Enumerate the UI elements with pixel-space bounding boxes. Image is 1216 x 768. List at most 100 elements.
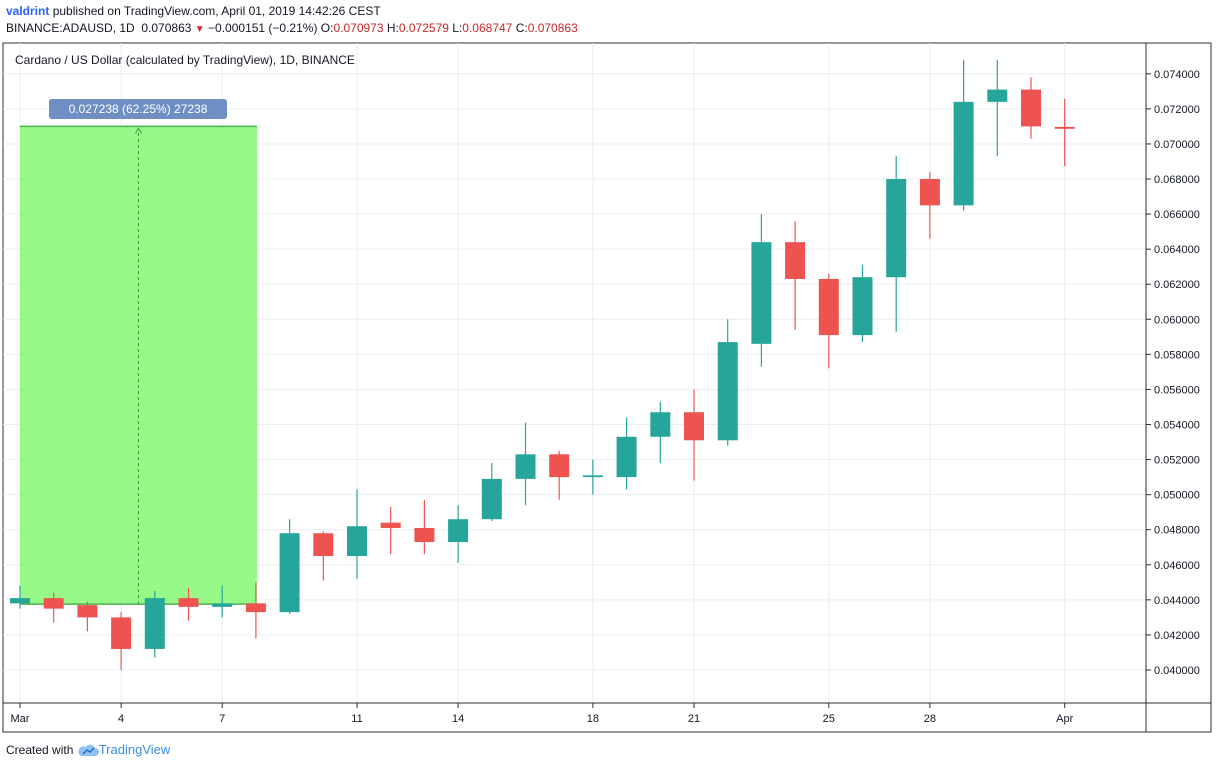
candles <box>10 59 1075 670</box>
candle-body <box>43 598 64 609</box>
footer: Created with TradingView <box>6 742 170 758</box>
tradingview-cloud-icon <box>78 744 99 756</box>
candle <box>717 319 738 446</box>
time-tick-label: 18 <box>587 713 599 725</box>
candle-body <box>886 179 907 278</box>
candle-body <box>987 89 1008 102</box>
close-label: C: <box>515 21 528 35</box>
candle-body <box>549 454 570 478</box>
price-tick-label: 0.066000 <box>1154 209 1200 221</box>
candle <box>886 156 907 332</box>
price-tick-label: 0.062000 <box>1154 279 1200 291</box>
time-axis[interactable]: Mar 4 7 11 14 18 21 25 28 Apr <box>11 703 1074 725</box>
author-link[interactable]: valdrint <box>6 4 50 18</box>
price-tick-label: 0.044000 <box>1154 595 1200 607</box>
price-tick-label: 0.040000 <box>1154 665 1200 677</box>
price-tick-label: 0.052000 <box>1154 455 1200 467</box>
last-price: 0.070863 <box>141 21 192 35</box>
candle <box>178 587 199 621</box>
price-tick-label: 0.060000 <box>1154 314 1200 326</box>
high-value: 0.072579 <box>398 21 449 35</box>
candle <box>111 612 132 670</box>
time-tick-label: 11 <box>351 713 362 725</box>
price-tick-label: 0.074000 <box>1154 69 1200 81</box>
candle <box>751 214 772 367</box>
candle <box>414 499 435 555</box>
time-tick-label: 7 <box>219 713 225 725</box>
tradingview-brand-link[interactable]: TradingView <box>98 742 171 757</box>
close-value: 0.070863 <box>527 21 578 35</box>
time-tick-label: 28 <box>924 713 936 725</box>
candle-body <box>77 605 98 618</box>
candle-body <box>481 478 502 520</box>
price-tick-label: 0.050000 <box>1154 490 1200 502</box>
time-tick-label: 25 <box>823 713 835 725</box>
publish-text: published on TradingView.com, April 01, … <box>52 4 381 18</box>
symbol-label: BINANCE:ADAUSD, 1D <box>6 21 135 35</box>
time-tick-label: Apr <box>1056 713 1073 725</box>
candle-body <box>1054 126 1075 129</box>
candle <box>953 59 974 211</box>
candle-body <box>448 519 469 542</box>
candle <box>212 585 233 618</box>
candle-body <box>751 242 772 344</box>
price-range-tool[interactable]: 0.027238 (62.25%) 27238 <box>20 99 257 605</box>
price-range-arrow-head <box>135 127 142 134</box>
price-change: −0.000151 (−0.21%) <box>208 21 318 35</box>
price-axis[interactable]: 0.040000 0.042000 0.044000 0.046000 0.048000… <box>1146 69 1200 677</box>
time-tick-label: 21 <box>688 713 700 725</box>
low-value: 0.068747 <box>462 21 513 35</box>
time-tick-label: 4 <box>118 713 124 725</box>
candle-body <box>212 603 233 607</box>
candle <box>448 505 469 564</box>
created-with-label: Created with <box>6 743 74 757</box>
candle <box>144 591 165 658</box>
candle-body <box>279 533 300 613</box>
candle-body <box>313 533 334 557</box>
candle-body <box>684 412 704 441</box>
price-range-label-box <box>49 99 227 119</box>
price-range-label: 0.027238 (62.25%) 27238 <box>69 102 208 116</box>
candle-body <box>717 342 738 441</box>
high-label: H: <box>386 21 399 35</box>
candle-body <box>650 412 671 437</box>
candlestick-chart[interactable]: 0.027238 (62.25%) 27238 0.040000 0.042000… <box>0 0 1216 740</box>
time-tick-label: Mar <box>11 713 30 725</box>
candle <box>77 601 98 632</box>
candle <box>582 459 603 495</box>
price-tick-label: 0.056000 <box>1154 384 1200 396</box>
chart-title: Cardano / US Dollar (calculated by Tradi… <box>15 53 355 67</box>
candle-body <box>852 277 873 336</box>
candle <box>919 172 940 239</box>
candle <box>684 389 704 481</box>
price-tick-label: 0.042000 <box>1154 630 1200 642</box>
low-label: L: <box>452 21 463 35</box>
price-tick-label: 0.072000 <box>1154 104 1200 116</box>
candle <box>1021 77 1041 139</box>
price-tick-label: 0.070000 <box>1154 139 1200 151</box>
open-value: 0.070973 <box>333 21 384 35</box>
candle-body <box>818 278 839 336</box>
candle <box>313 531 334 581</box>
candle <box>515 422 536 506</box>
price-tick-label: 0.058000 <box>1154 349 1200 361</box>
candle-body <box>582 475 603 478</box>
candle <box>650 401 671 464</box>
candle <box>245 582 266 639</box>
price-tick-label: 0.046000 <box>1154 560 1200 572</box>
candle-body <box>380 522 401 528</box>
candle <box>818 273 839 369</box>
candle <box>481 463 502 521</box>
candle <box>987 59 1008 157</box>
candle <box>43 592 64 623</box>
price-tick-label: 0.064000 <box>1154 244 1200 256</box>
candle <box>380 506 401 555</box>
candle-body <box>10 598 30 604</box>
candle-body <box>111 617 132 649</box>
candle-body <box>919 179 940 206</box>
candle-body <box>616 436 637 478</box>
candle-body <box>953 101 974 206</box>
open-label: O: <box>320 21 334 35</box>
candle <box>785 221 806 330</box>
down-arrow-icon: ▼ <box>194 24 205 35</box>
